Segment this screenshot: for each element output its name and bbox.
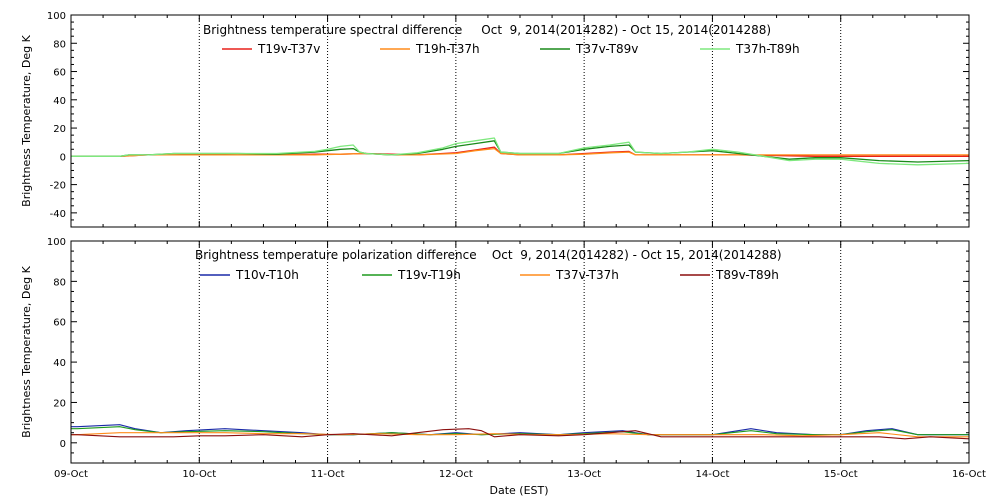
x-tick-label: 13-Oct bbox=[567, 469, 601, 480]
y-tick-label: 60 bbox=[53, 318, 66, 329]
y-tick-label: 20 bbox=[53, 398, 66, 409]
legend-label: T19h-T37h bbox=[415, 42, 480, 56]
panel-top-title: Brightness temperature spectral differen… bbox=[203, 23, 771, 37]
y-tick-label: 60 bbox=[53, 68, 66, 79]
y-axis-label: Brightness Temperature, Deg K bbox=[20, 34, 33, 206]
x-axis-label: Date (EST) bbox=[489, 484, 548, 497]
y-tick-label: 80 bbox=[53, 39, 66, 50]
legend-label: T37v-T89v bbox=[575, 42, 638, 56]
y-tick-label: 0 bbox=[60, 152, 66, 163]
y-tick-label: 40 bbox=[53, 96, 66, 107]
x-tick-label: 16-Oct bbox=[952, 469, 986, 480]
x-tick-label: 10-Oct bbox=[182, 469, 216, 480]
legend-label: T19v-T19h bbox=[397, 268, 461, 282]
legend-label: T10v-T10h bbox=[235, 268, 299, 282]
y-tick-label: 100 bbox=[47, 11, 66, 22]
y-tick-label: -20 bbox=[50, 181, 66, 192]
legend-label: T19v-T37v bbox=[257, 42, 320, 56]
legend-label: T89v-T89h bbox=[715, 268, 779, 282]
series-line bbox=[71, 426, 969, 436]
y-tick-label: 80 bbox=[53, 277, 66, 288]
series-line bbox=[71, 428, 970, 440]
y-axis-label: Brightness Temperature, Deg K bbox=[20, 265, 33, 437]
y-tick-label: 20 bbox=[53, 124, 66, 135]
x-tick-label: 15-Oct bbox=[824, 469, 858, 480]
series-line bbox=[71, 137, 970, 166]
plot-frame bbox=[70, 14, 970, 228]
x-tick-label: 14-Oct bbox=[695, 469, 729, 480]
panel-top: Brightness temperature spectral differen… bbox=[20, 11, 970, 228]
x-tick-label: 09-Oct bbox=[54, 469, 88, 480]
legend-label: T37h-T89h bbox=[735, 42, 800, 56]
legend-label: T37v-T37h bbox=[555, 268, 619, 282]
x-tick-label: 12-Oct bbox=[439, 469, 473, 480]
y-tick-label: 0 bbox=[60, 439, 66, 450]
x-tick-label: 11-Oct bbox=[311, 469, 345, 480]
plot-frame bbox=[70, 240, 970, 464]
y-tick-label: 40 bbox=[53, 358, 66, 369]
panel-bottom: Brightness temperature polarization diff… bbox=[20, 237, 986, 480]
y-tick-label: 100 bbox=[47, 237, 66, 248]
panel-bottom-title: Brightness temperature polarization diff… bbox=[195, 248, 782, 262]
series-line bbox=[71, 147, 969, 157]
series-line bbox=[71, 432, 969, 438]
y-tick-label: -40 bbox=[50, 209, 66, 220]
